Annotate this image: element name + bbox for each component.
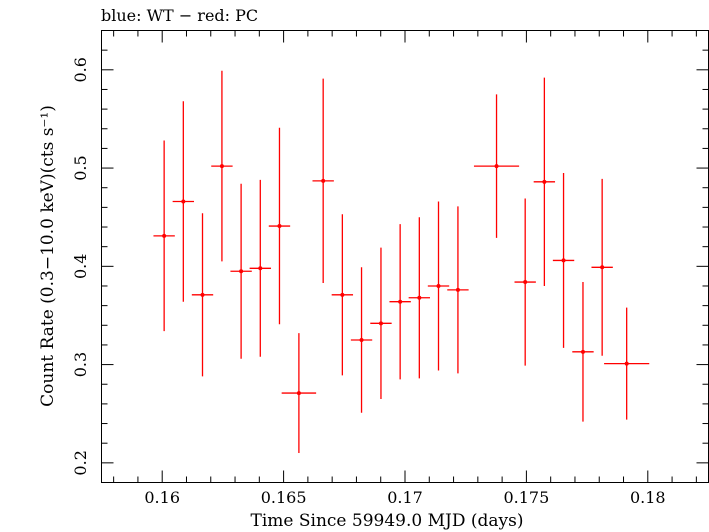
data-point [281,333,317,454]
point-marker [340,292,345,297]
point-marker [258,266,263,271]
point-marker [321,178,326,183]
data-point [370,247,392,399]
x-tick-label: 0.18 [630,488,666,507]
data-point [447,206,469,374]
y-tick-label: 0.3 [71,352,90,377]
point-marker [219,164,224,169]
point-marker [436,283,441,288]
y-tick-label: 0.6 [71,57,90,82]
data-point [389,224,411,380]
data-point [533,77,556,286]
data-point [191,213,214,377]
y-axis: 0.2 0.3 0.4 0.5 0.6 [71,30,709,483]
point-marker [277,224,282,229]
data-point [427,201,450,371]
point-marker [239,269,244,274]
data-point [514,198,536,366]
data-points [153,70,650,454]
y-tick-label: 0.2 [71,450,90,475]
point-marker [296,391,301,396]
data-point [552,172,575,348]
data-point [172,101,195,302]
x-axis-label: Time Since 59949.0 MJD (days) [251,511,524,531]
data-point [604,307,650,420]
x-tick-label: 0.165 [261,488,307,507]
data-point [591,178,613,356]
data-point [473,94,520,238]
plot-frame [101,30,709,483]
point-marker [600,265,605,270]
data-point [312,78,334,284]
data-point [153,140,175,332]
point-marker [624,361,629,366]
point-marker [359,338,364,343]
point-marker [494,164,499,169]
point-marker [561,258,566,263]
x-tick-label: 0.17 [387,488,423,507]
data-point [268,127,291,325]
data-point [211,70,233,262]
point-marker [398,299,403,304]
x-tick-label: 0.175 [503,488,549,507]
point-marker [455,287,460,292]
point-marker [181,199,186,204]
chart-title: blue: WT − red: PC [101,6,258,25]
y-tick-label: 0.5 [71,155,90,180]
point-marker [378,321,383,326]
point-marker [523,280,528,285]
point-marker [417,295,422,300]
point-marker [162,233,167,238]
x-tick-label: 0.16 [144,488,180,507]
point-marker [580,349,585,354]
y-tick-label: 0.4 [71,254,90,279]
point-marker [200,292,205,297]
data-point [230,183,252,359]
data-point [572,282,594,422]
data-point [249,179,271,357]
point-marker [542,179,547,184]
data-point [408,217,431,379]
data-point [350,267,373,413]
x-axis: 0.16 0.165 0.17 0.175 0.18 [113,30,697,507]
y-axis-label: Count Rate (0.3−10.0 keV)(cts s⁻¹) [38,105,58,407]
data-point [331,214,354,376]
